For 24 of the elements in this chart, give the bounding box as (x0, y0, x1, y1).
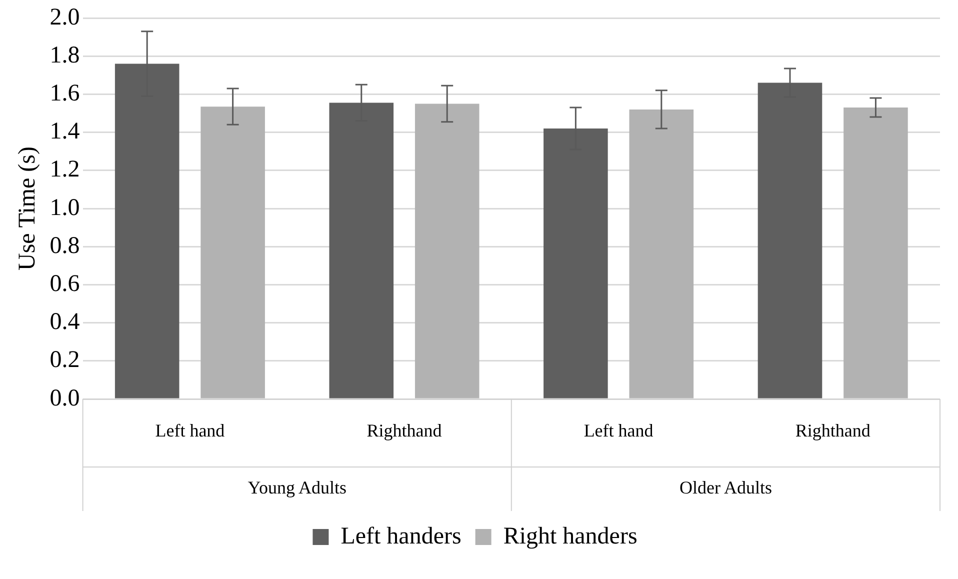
x-tick-label: Righthand (366, 420, 442, 441)
text: Young Adults (248, 478, 346, 498)
y-tick-label: 0.8 (50, 232, 80, 259)
bar (200, 106, 265, 398)
y-tick-label: 0.0 (50, 385, 80, 412)
x-tick-label: Left hand (155, 420, 225, 441)
bar (629, 109, 694, 398)
bar (414, 104, 480, 398)
y-tick-label: 0.6 (50, 270, 80, 297)
y-tick-label: 1.6 (50, 80, 80, 106)
legend-label: Right handers (503, 523, 638, 550)
legend-label: Left handers (340, 523, 462, 550)
y-tick-label: 1.8 (50, 42, 80, 68)
y-tick-label: 1.0 (50, 194, 80, 221)
x-tick-label: Left hand (584, 420, 654, 441)
y-tick-label: 0.4 (50, 309, 80, 336)
y-tick-label: 1.4 (50, 118, 80, 145)
x-tick-label: Righthand (795, 420, 870, 441)
y-tick-label: 1.2 (50, 156, 80, 183)
y-tick-label: 2.0 (50, 4, 80, 30)
text: Older Adults (679, 478, 772, 498)
y-tick-label: 0.2 (50, 347, 80, 374)
bar (844, 108, 908, 398)
y-axis-title: Use Time (s) (14, 146, 41, 271)
